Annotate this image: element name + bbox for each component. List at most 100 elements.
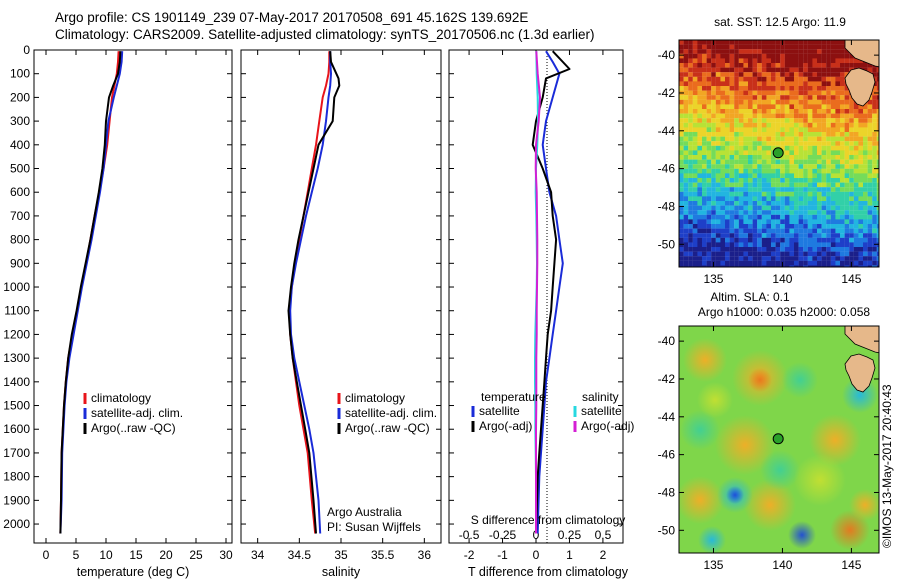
sst-cell xyxy=(844,164,850,169)
sst-cell xyxy=(743,201,749,206)
sst-cell xyxy=(725,49,730,54)
sst-cell xyxy=(872,214,877,220)
sst-cell xyxy=(807,164,813,169)
sst-cell xyxy=(784,173,790,179)
sst-cell xyxy=(761,237,767,243)
sst-cell xyxy=(812,224,818,229)
sst-cell xyxy=(725,237,730,243)
sst-cell xyxy=(867,104,873,110)
sst-cell xyxy=(734,168,739,174)
sst-cell xyxy=(794,187,799,192)
sst-cell xyxy=(798,168,804,174)
sst-cell xyxy=(840,155,845,160)
sst-cell xyxy=(688,99,693,105)
sst-cell xyxy=(729,67,735,73)
sst-cell xyxy=(715,53,721,59)
sst-cell xyxy=(817,58,822,64)
sst-cell xyxy=(807,173,813,179)
sst-cell xyxy=(876,164,879,169)
sst-cell xyxy=(738,104,744,110)
sst-cell xyxy=(725,132,730,137)
sst-cell xyxy=(812,136,818,142)
sst-cell xyxy=(766,159,772,165)
sst-cell xyxy=(752,118,758,123)
sst-cell xyxy=(734,256,739,261)
sst-cell xyxy=(761,86,767,91)
sst-cell xyxy=(692,247,698,252)
sst-cell xyxy=(798,40,804,45)
sst-cell xyxy=(826,58,831,64)
sst-cell xyxy=(826,118,831,123)
sst-cell xyxy=(798,191,804,197)
sst-cell xyxy=(729,168,735,174)
sst-cell xyxy=(692,228,698,234)
sst-cell xyxy=(748,247,753,252)
sst-cell xyxy=(835,95,841,100)
sst-cell xyxy=(738,233,744,238)
sst-cell xyxy=(766,122,772,128)
sst-cell xyxy=(794,178,799,183)
sst-cell xyxy=(757,150,762,156)
sst-cell xyxy=(794,81,799,87)
sst-cell xyxy=(711,251,716,257)
sst-cell xyxy=(840,237,845,243)
sst-cell xyxy=(858,155,864,160)
sst-cell xyxy=(821,196,827,202)
series-line-argo-raw-qc- xyxy=(59,51,122,534)
salinity-diff-tick-label: -0.5 xyxy=(459,528,480,542)
sst-cell xyxy=(794,219,799,225)
sst-cell xyxy=(821,81,827,87)
sst-cell xyxy=(679,214,684,220)
sst-cell xyxy=(840,136,845,142)
sst-cell xyxy=(840,104,845,110)
sst-cell xyxy=(715,44,721,50)
sst-cell xyxy=(729,201,735,206)
sla-map-title-line-1: Altim. SLA: 0.1 xyxy=(710,290,790,304)
sst-cell xyxy=(725,210,730,215)
sst-cell xyxy=(771,49,776,54)
series-line-satellite-adj-clim- xyxy=(289,51,332,534)
sst-cell xyxy=(798,178,804,183)
sst-cell xyxy=(840,90,845,96)
sst-cell xyxy=(872,228,877,234)
sst-cell xyxy=(679,63,684,68)
sst-cell xyxy=(817,145,822,151)
sst-cell xyxy=(692,40,698,45)
sst-cell xyxy=(858,118,864,123)
sst-cell xyxy=(706,141,712,146)
sst-cell xyxy=(679,224,684,229)
sst-cell xyxy=(752,40,758,45)
sst-cell xyxy=(688,260,693,266)
sst-cell xyxy=(794,49,799,54)
sst-cell xyxy=(697,173,703,179)
sst-cell xyxy=(752,76,758,82)
sst-cell xyxy=(812,219,818,225)
sst-cell xyxy=(725,242,730,248)
sst-cell xyxy=(715,58,721,64)
sst-cell xyxy=(780,214,785,220)
sst-cell xyxy=(775,260,781,266)
sst-cell xyxy=(794,242,799,248)
sst-cell xyxy=(807,155,813,160)
sst-cell xyxy=(697,113,703,119)
sst-cell xyxy=(706,99,712,105)
sst-cell xyxy=(807,40,813,45)
sst-cell xyxy=(729,237,735,243)
sst-cell xyxy=(692,127,698,133)
sst-cell xyxy=(743,260,749,266)
sst-cell xyxy=(702,118,707,123)
sst-cell xyxy=(761,99,767,105)
sst-cell xyxy=(720,155,726,160)
sst-cell xyxy=(729,49,735,54)
sst-cell xyxy=(702,196,707,202)
sst-cell xyxy=(706,145,712,151)
sst-cell xyxy=(711,173,716,179)
sst-cell xyxy=(803,251,808,257)
sst-cell xyxy=(748,196,753,202)
sst-cell xyxy=(706,132,712,137)
sst-cell xyxy=(817,260,822,266)
sst-cell xyxy=(789,242,795,248)
sst-cell xyxy=(817,251,822,257)
sst-cell xyxy=(720,187,726,192)
sst-cell xyxy=(876,141,879,146)
